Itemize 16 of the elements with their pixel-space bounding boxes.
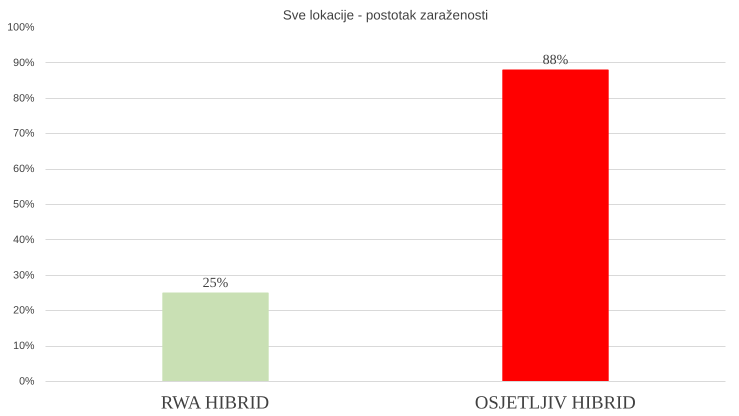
y-tick-label: 90% xyxy=(13,56,36,69)
y-tick-label: 30% xyxy=(13,269,36,282)
data-label: 88% xyxy=(542,52,569,68)
y-tick-label: 0% xyxy=(19,376,36,388)
chart-title: Sve lokacije - postotak zaraženosti xyxy=(282,8,488,22)
y-tick-label: 20% xyxy=(13,304,36,317)
y-tick-label: 50% xyxy=(13,198,36,210)
y-tick-label: 60% xyxy=(13,163,36,176)
y-tick-label: 40% xyxy=(13,234,36,246)
data-label: 25% xyxy=(202,276,229,291)
x-tick-label: OSJETLJIV HIBRID xyxy=(474,392,636,414)
y-tick-label: 100% xyxy=(7,22,36,34)
x-tick-label: RWA HIBRID xyxy=(160,392,270,414)
y-tick-label: 80% xyxy=(13,92,36,104)
y-tick-label: 10% xyxy=(13,340,36,352)
y-tick-label: 70% xyxy=(13,128,36,140)
